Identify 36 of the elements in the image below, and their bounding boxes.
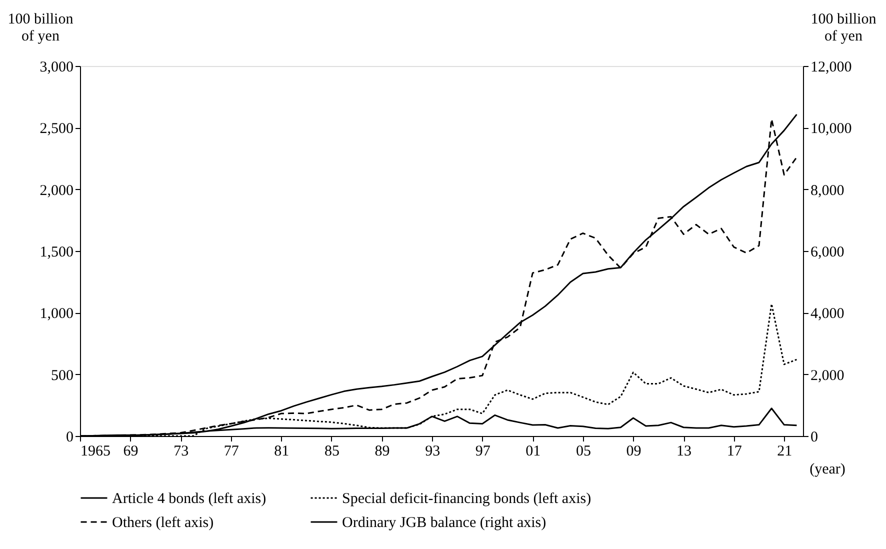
- y2-tick-label: 10,000: [810, 121, 852, 138]
- x-tick-label: 09: [626, 444, 642, 460]
- y2-tick-label: 8,000: [810, 182, 844, 199]
- y2-tick-label: 4,000: [810, 306, 844, 322]
- x-tick-label: 89: [374, 444, 390, 460]
- y2-tick-label: 6,000: [810, 244, 844, 260]
- x-tick-label: 81: [274, 444, 290, 460]
- x-tick-label: 77: [224, 444, 240, 460]
- y-tick-label: 500: [51, 368, 74, 384]
- x-tick-label: 93: [425, 444, 440, 460]
- x-axis-title: (year): [810, 462, 846, 478]
- legend-label: Special deficit-financing bonds (left axis): [342, 491, 592, 507]
- x-tick-label: 1965: [80, 444, 110, 460]
- x-tick-label: 85: [324, 444, 340, 460]
- legend-label: Ordinary JGB balance (right axis): [342, 515, 546, 531]
- x-tick-label: 97: [475, 444, 491, 460]
- y2-axis-title: 100 billion of yen: [810, 12, 877, 44]
- x-tick-label: 13: [676, 444, 692, 460]
- x-tick-label: 01: [526, 444, 541, 460]
- y-axis-title: 100 billion of yen: [8, 12, 74, 44]
- x-tick-label: 73: [174, 444, 189, 460]
- x-tick-label: 69: [123, 444, 138, 460]
- x-tick-label: 05: [576, 444, 591, 460]
- y2-tick-label: 2,000: [810, 368, 844, 384]
- legend-label: Others (left axis): [112, 515, 214, 531]
- y-tick-label: 2,500: [40, 121, 74, 138]
- x-tick-label: 17: [726, 444, 742, 460]
- y2-tick-label: 0: [810, 430, 818, 446]
- x-tick-label: 21: [777, 444, 792, 460]
- y-tick-label: 1,500: [40, 244, 74, 260]
- y-tick-label: 2,000: [40, 182, 74, 199]
- y-tick-label: 0: [66, 430, 74, 446]
- y2-tick-label: 12,000: [810, 60, 852, 76]
- legend-label: Article 4 bonds (left axis): [112, 491, 266, 507]
- y-tick-label: 3,000: [40, 60, 74, 76]
- y-tick-label: 1,000: [40, 306, 74, 322]
